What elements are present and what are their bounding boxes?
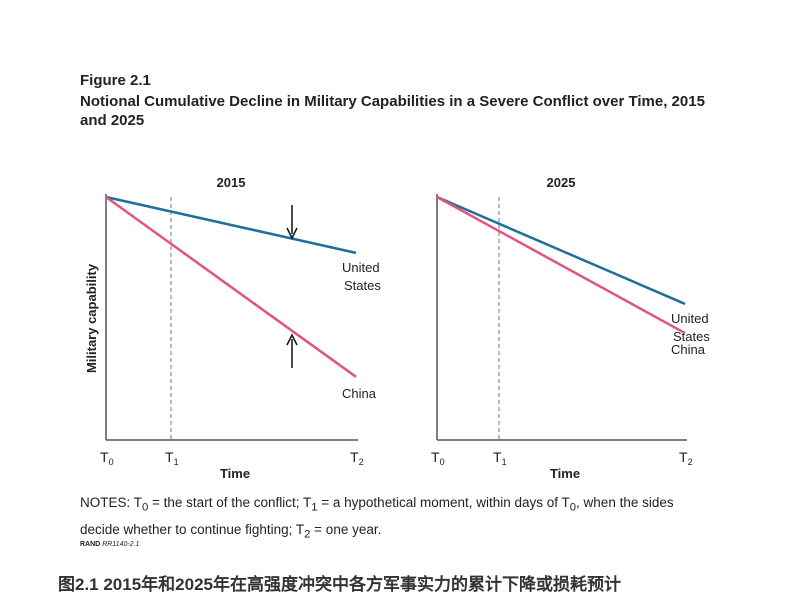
panel-title: 2015 — [217, 175, 246, 190]
source-org: RAND — [80, 541, 101, 548]
series-line-united-states — [436, 195, 686, 306]
x-tick-label: T0 — [431, 449, 445, 467]
source: RAND RR1140-2.1 — [80, 541, 139, 548]
series-line-united-states — [105, 195, 357, 255]
x-tick-label: T2 — [350, 449, 364, 467]
x-tick-label: T0 — [100, 449, 114, 467]
series-line-china — [436, 195, 686, 335]
series-label: China — [671, 342, 706, 357]
down-arrow-icon — [286, 227, 298, 240]
figure-title: Notional Cumulative Decline in Military … — [80, 93, 705, 129]
x-tick-label: T2 — [679, 449, 693, 467]
x-tick-label: T1 — [165, 449, 179, 467]
chinese-caption: 图2.1 2015年和2025年在高强度冲突中各方军事实力的累计下降或损耗预计 — [58, 575, 621, 594]
x-axis-label: Time — [550, 466, 580, 481]
series-label: United — [342, 260, 380, 275]
up-arrow-icon — [286, 333, 298, 346]
series-label: States — [344, 278, 381, 293]
series-line-china — [105, 195, 357, 378]
figure-label: Figure 2.1 — [80, 72, 151, 89]
series-label: China — [342, 386, 377, 401]
panel-title: 2025 — [547, 175, 576, 190]
notes: NOTES: T0 = the start of the conflict; T… — [80, 495, 674, 541]
y-axis-label: Military capability — [84, 263, 99, 373]
source-id: RR1140-2.1 — [102, 541, 140, 548]
series-label: United — [671, 311, 709, 326]
x-axis-label: Time — [220, 466, 250, 481]
x-tick-label: T1 — [493, 449, 507, 467]
